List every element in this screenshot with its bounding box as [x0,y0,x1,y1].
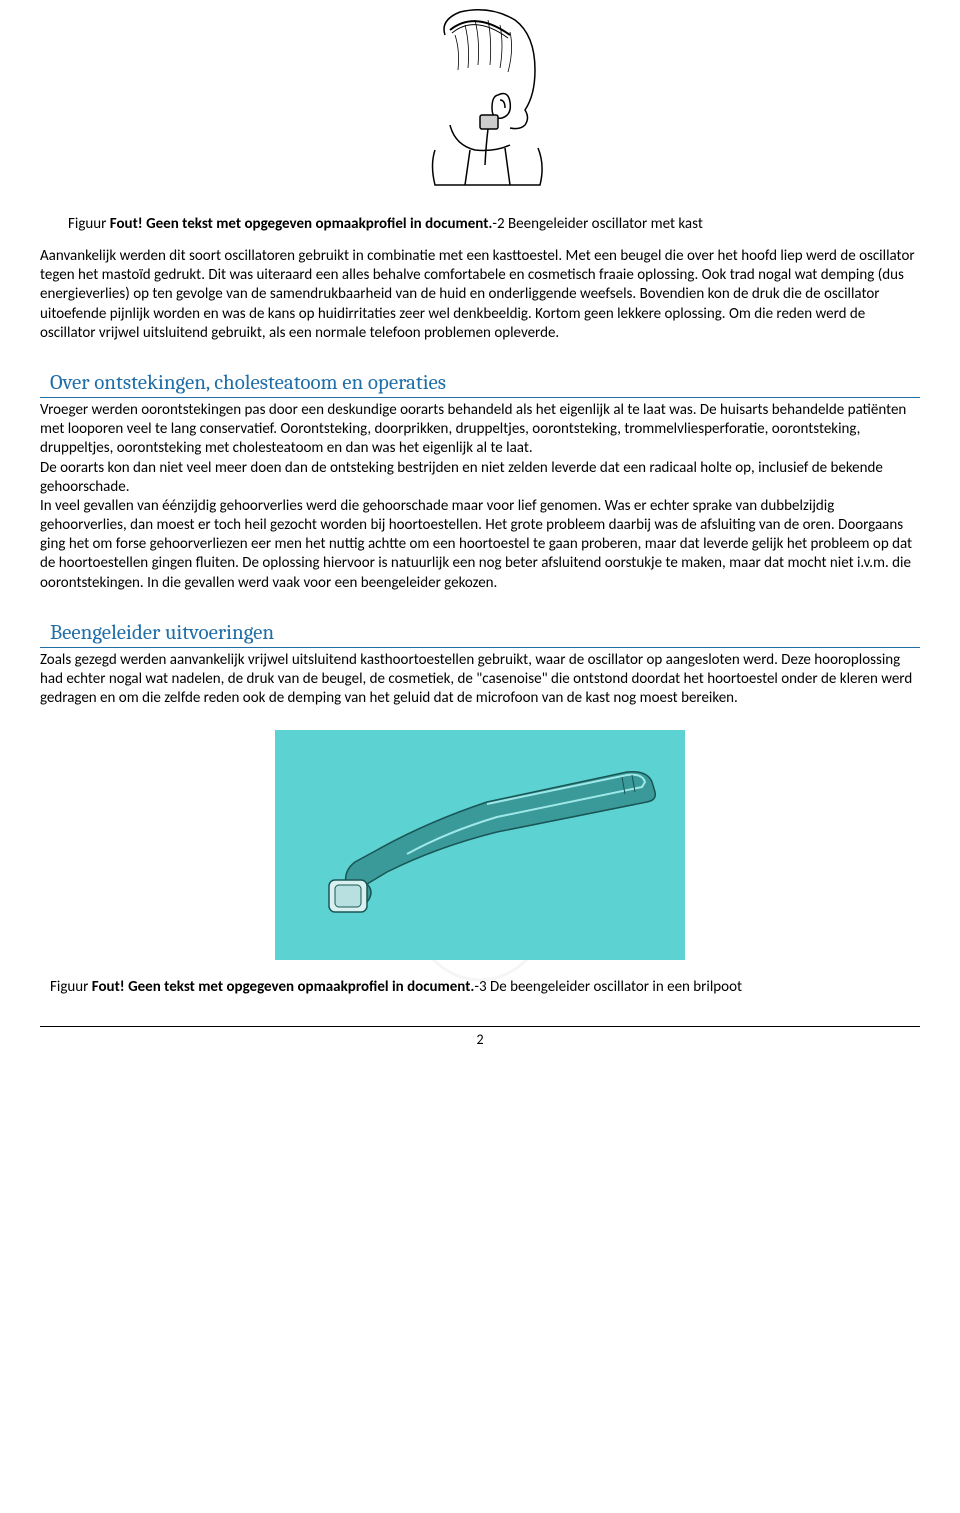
paragraph-1: Aanvankelijk werden dit soort oscillator… [40,247,920,343]
figure-1-image [40,0,920,205]
heading-uitvoeringen: Beengeleider uitvoeringen [40,621,920,648]
caption2-suffix: -3 De beengeleider oscillator in een bri… [474,978,742,996]
caption-suffix: -2 Beengeleider oscillator met kast [492,215,702,233]
caption-prefix: Figuur [68,215,110,233]
page-footer: 2 [40,1026,920,1048]
page-number: 2 [476,1031,483,1048]
caption2-prefix: Figuur [50,978,92,996]
figure-2-image [40,730,920,960]
heading-ontstekingen: Over ontstekingen, cholesteatoom en oper… [40,371,920,398]
paragraph-3: Zoals gezegd werden aanvankelijk vrijwel… [40,651,920,709]
caption2-bold: Fout! Geen tekst met opgegeven opmaakpro… [92,978,475,996]
paragraph-2: Vroeger werden oorontstekingen pas door … [40,401,920,593]
caption-bold: Fout! Geen tekst met opgegeven opmaakpro… [110,215,493,233]
figure-2-caption: Figuur Fout! Geen tekst met opgegeven op… [40,978,920,996]
figure-1-caption: Figuur Fout! Geen tekst met opgegeven op… [40,215,920,233]
